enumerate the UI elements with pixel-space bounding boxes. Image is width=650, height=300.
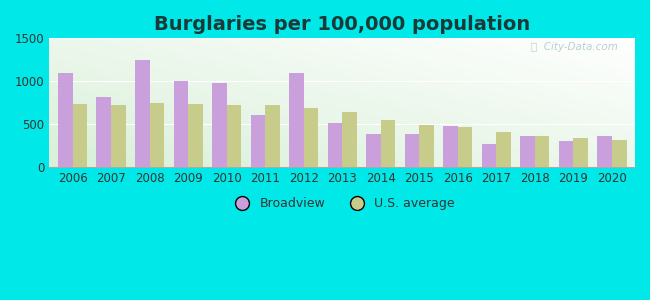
Bar — [111, 104, 125, 167]
Bar — [366, 134, 381, 167]
Text: ⓘ  City-Data.com: ⓘ City-Data.com — [530, 42, 618, 52]
Bar — [443, 126, 458, 167]
Bar — [612, 140, 627, 167]
Bar — [174, 81, 188, 167]
Bar — [212, 83, 227, 167]
Bar — [343, 112, 357, 167]
Legend: Broadview, U.S. average: Broadview, U.S. average — [225, 192, 460, 215]
Bar — [559, 142, 573, 167]
Bar — [520, 136, 535, 167]
Bar — [497, 132, 511, 167]
Bar — [405, 134, 419, 167]
Bar — [265, 104, 280, 167]
Bar — [289, 73, 304, 167]
Bar — [419, 125, 434, 167]
Bar — [597, 136, 612, 167]
Bar — [381, 120, 395, 167]
Bar — [58, 73, 73, 167]
Bar — [188, 103, 203, 167]
Bar — [328, 123, 343, 167]
Bar — [573, 138, 588, 167]
Title: Burglaries per 100,000 population: Burglaries per 100,000 population — [154, 15, 530, 34]
Bar — [304, 107, 318, 167]
Bar — [482, 145, 497, 167]
Bar — [73, 103, 87, 167]
Bar — [227, 105, 241, 167]
Bar — [458, 127, 473, 167]
Bar — [250, 115, 265, 167]
Bar — [135, 60, 150, 167]
Bar — [150, 103, 164, 167]
Bar — [535, 136, 549, 167]
Bar — [96, 97, 111, 167]
